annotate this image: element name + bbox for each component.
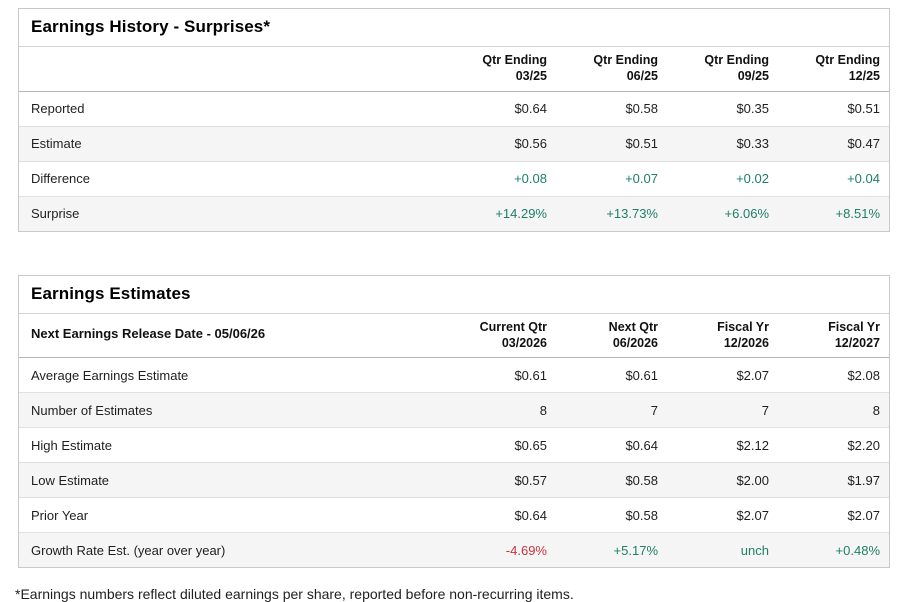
column-header: Qtr Ending 09/25 (667, 47, 778, 92)
cell-value: $0.61 (514, 367, 547, 383)
row-label: High Estimate (19, 427, 445, 463)
cell-value: 8 (445, 392, 556, 428)
cell-value: $0.58 (556, 497, 667, 533)
earnings-estimates-table: Next Earnings Release Date - 05/06/26 Cu… (19, 313, 889, 567)
column-header: Current Qtr 03/2026 (445, 313, 556, 358)
table-row: Prior Year $0.64 $0.58 $2.07 $2.07 (19, 497, 889, 533)
cell-value: $0.56 (445, 125, 556, 161)
cell-value: $0.58 (556, 462, 667, 498)
cell-value: +13.73% (556, 195, 667, 231)
row-label: Low Estimate (19, 462, 445, 498)
table-row: Average Earnings Estimate $0.61 $0.61 $2… (19, 358, 889, 393)
column-header: Fiscal Yr 12/2026 (667, 313, 778, 358)
cell-value: $1.97 (778, 462, 889, 498)
cell-value: $2.07 (667, 497, 778, 533)
column-header: Next Qtr 06/2026 (556, 313, 667, 358)
row-label: Prior Year (19, 497, 445, 533)
estimates-header-row: Next Earnings Release Date - 05/06/26 Cu… (19, 313, 889, 358)
table-row: Low Estimate $0.57 $0.58 $2.00 $1.97 (19, 462, 889, 498)
cell-value: -4.69% (445, 532, 556, 567)
cell-value: +0.48% (778, 532, 889, 567)
earnings-footnote: *Earnings numbers reflect diluted earnin… (15, 586, 574, 602)
table-row: Number of Estimates 8 7 7 8 (19, 392, 889, 428)
cell-value: $0.64 (556, 427, 667, 463)
cell-value: 7 (667, 392, 778, 428)
cell-value: +5.17% (556, 532, 667, 567)
earnings-estimates-card: Earnings Estimates Next Earnings Release… (18, 274, 890, 568)
cell-value: $0.47 (778, 125, 889, 161)
cell-value: $0.64 (445, 497, 556, 533)
cell-value: $2.08 (847, 367, 880, 383)
cell-value: $2.20 (778, 427, 889, 463)
cell-value: $0.64 (514, 101, 547, 116)
next-earnings-release-date: Next Earnings Release Date - 05/06/26 (19, 313, 445, 358)
cell-value: +6.06% (667, 195, 778, 231)
cell-value: $0.58 (625, 101, 658, 116)
table-row: Difference +0.08 +0.07 +0.02 +0.04 (19, 160, 889, 196)
table-row: Growth Rate Est. (year over year) -4.69%… (19, 532, 889, 567)
cell-value: $0.51 (847, 101, 880, 116)
cell-value: $0.57 (445, 462, 556, 498)
cell-value: unch (667, 532, 778, 567)
cell-value: $2.07 (736, 367, 769, 383)
row-label: Growth Rate Est. (year over year) (19, 532, 445, 567)
cell-value: +0.07 (556, 160, 667, 196)
history-header-row: Qtr Ending 03/25 Qtr Ending 06/25 Qtr En… (19, 47, 889, 92)
table-row: Estimate $0.56 $0.51 $0.33 $0.47 (19, 125, 889, 161)
history-corner-cell (19, 47, 445, 92)
column-header: Qtr Ending 12/25 (778, 47, 889, 92)
cell-value: $2.00 (667, 462, 778, 498)
cell-value: $0.33 (667, 125, 778, 161)
history-table-title: Earnings History - Surprises* (19, 9, 889, 47)
column-header: Qtr Ending 06/25 (556, 47, 667, 92)
cell-value: $0.61 (625, 367, 658, 383)
cell-value: +0.02 (667, 160, 778, 196)
cell-value: +14.29% (445, 195, 556, 231)
cell-value: $2.07 (778, 497, 889, 533)
cell-value: +8.51% (778, 195, 889, 231)
row-label: Estimate (19, 125, 445, 161)
earnings-history-table: Qtr Ending 03/25 Qtr Ending 06/25 Qtr En… (19, 47, 889, 231)
row-label: Surprise (19, 195, 445, 231)
earnings-history-card: Earnings History - Surprises* Qtr Ending… (18, 8, 890, 232)
row-label: Reported (31, 101, 85, 116)
estimates-table-title: Earnings Estimates (19, 276, 889, 314)
cell-value: 8 (778, 392, 889, 428)
column-header: Qtr Ending 03/25 (445, 47, 556, 92)
cell-value: +0.04 (778, 160, 889, 196)
cell-value: +0.08 (445, 160, 556, 196)
cell-value: $2.12 (667, 427, 778, 463)
cell-value: 7 (556, 392, 667, 428)
row-label: Number of Estimates (19, 392, 445, 428)
row-label: Difference (19, 160, 445, 196)
table-row: Reported $0.64 $0.58 $0.35 $0.51 (19, 91, 889, 126)
cell-value: $0.51 (556, 125, 667, 161)
table-row: Surprise +14.29% +13.73% +6.06% +8.51% (19, 195, 889, 231)
table-row: High Estimate $0.65 $0.64 $2.12 $2.20 (19, 427, 889, 463)
column-header: Fiscal Yr 12/2027 (778, 313, 889, 358)
cell-value: $0.35 (736, 101, 769, 116)
cell-value: $0.65 (445, 427, 556, 463)
row-label: Average Earnings Estimate (31, 367, 189, 383)
